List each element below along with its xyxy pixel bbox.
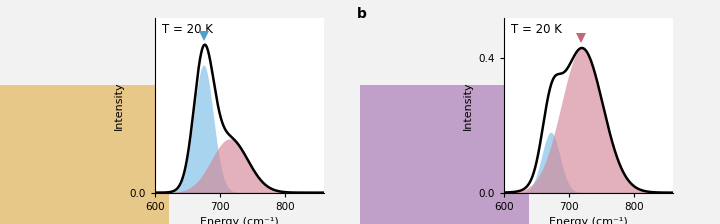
Text: b: b <box>357 7 367 21</box>
Y-axis label: Intensity: Intensity <box>114 81 124 130</box>
Text: T = 20 K: T = 20 K <box>161 23 212 36</box>
X-axis label: Energy (cm⁻¹): Energy (cm⁻¹) <box>200 217 279 224</box>
Text: T = 20 K: T = 20 K <box>510 23 562 36</box>
X-axis label: Energy (cm⁻¹): Energy (cm⁻¹) <box>549 217 628 224</box>
Y-axis label: Intensity: Intensity <box>463 81 473 130</box>
